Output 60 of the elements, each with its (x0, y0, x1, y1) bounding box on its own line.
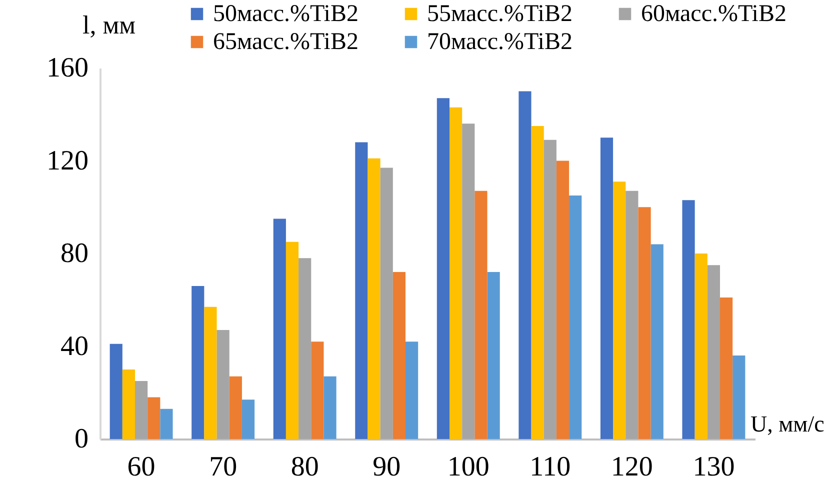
bar (626, 190, 638, 439)
x-axis-title: U, мм/с (750, 412, 824, 436)
bar (544, 140, 556, 439)
bar (229, 376, 242, 439)
y-tick-label: 120 (46, 145, 88, 176)
bar (474, 190, 488, 439)
bar (380, 168, 393, 439)
x-tick-label: 120 (610, 452, 653, 482)
bar (110, 344, 122, 439)
bar (682, 200, 695, 439)
bar (406, 342, 418, 439)
x-tick-label: 90 (372, 452, 401, 482)
bar (192, 286, 204, 439)
bar (487, 272, 500, 439)
bar (242, 400, 255, 439)
bar (613, 182, 626, 439)
legend-label: 70масс.%TiB2 (427, 29, 572, 55)
bar (286, 242, 299, 439)
legend-label: 55масс.%TiB2 (427, 1, 572, 27)
bar (638, 207, 651, 439)
bar (449, 107, 462, 439)
bar (392, 272, 406, 439)
bar (600, 138, 614, 439)
bar (556, 160, 570, 439)
legend-label: 65масс.%TiB2 (213, 29, 358, 55)
bar (707, 265, 720, 439)
bar (204, 306, 217, 439)
y-tick-label: 80 (60, 238, 88, 269)
bar (298, 258, 312, 439)
x-tick-label: 80 (290, 452, 319, 482)
bar (732, 356, 746, 439)
bar (694, 254, 708, 439)
bar (720, 298, 733, 439)
bar (324, 376, 336, 439)
x-tick-label: 130 (692, 452, 735, 482)
x-tick-label: 110 (530, 452, 571, 482)
legend-label: 60масс.%TiB2 (641, 1, 786, 27)
x-tick-label: 60 (127, 452, 156, 482)
legend-label: 50масс.%TiB2 (213, 1, 358, 27)
bar (462, 124, 475, 439)
bar (531, 126, 544, 439)
bar (160, 408, 173, 439)
y-tick-label: 40 (60, 330, 88, 362)
bar (273, 218, 286, 439)
bar (148, 397, 160, 439)
x-tick-label: 70 (209, 452, 238, 482)
y-tick-label: 160 (46, 52, 88, 84)
bar (311, 342, 324, 439)
bar (355, 142, 368, 439)
bar (518, 91, 532, 439)
bar (122, 369, 135, 439)
bar (368, 158, 380, 439)
bar (569, 196, 582, 439)
x-tick-label: 100 (447, 452, 490, 482)
bar (436, 98, 450, 439)
bar (650, 244, 664, 439)
y-axis-title: l, мм (82, 10, 136, 40)
bar (216, 330, 230, 439)
bar (135, 381, 148, 439)
y-tick-label: 0 (74, 424, 88, 454)
